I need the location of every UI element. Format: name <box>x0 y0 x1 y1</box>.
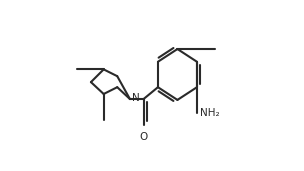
Text: NH₂: NH₂ <box>200 108 219 118</box>
Text: N: N <box>132 93 140 103</box>
Text: O: O <box>140 132 148 142</box>
